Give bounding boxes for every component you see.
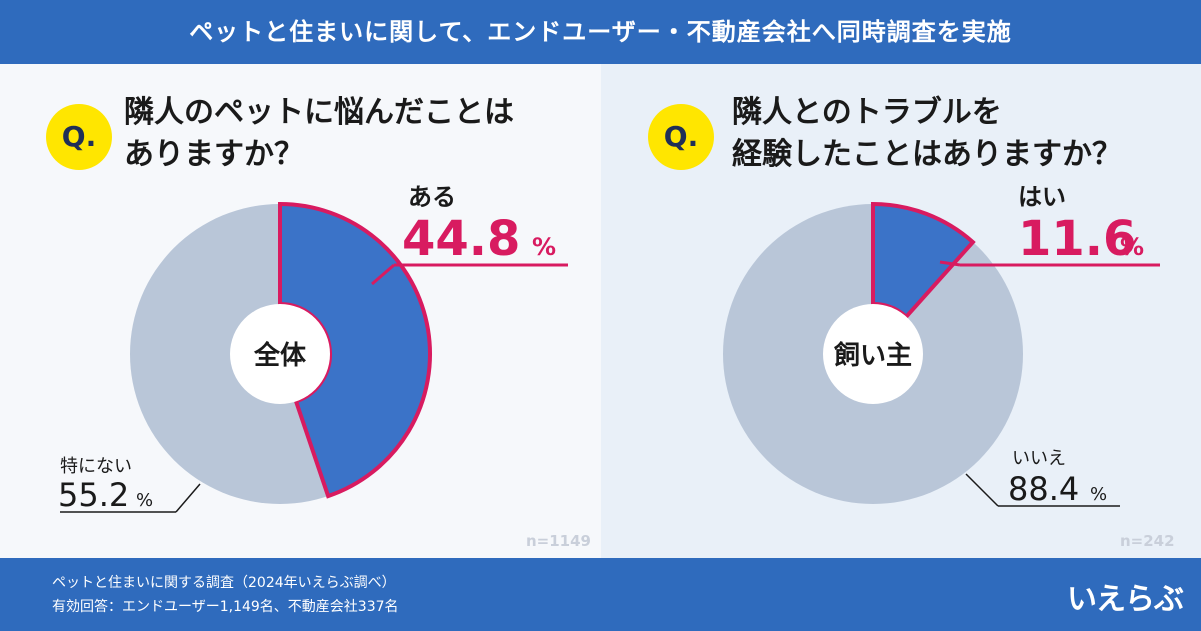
slice-unit-tokuninai: % (136, 490, 153, 511)
callout-leader-tokuninai (175, 483, 201, 513)
pie-right-center-label: 飼い主 (834, 340, 912, 371)
header-title: ペットと住まいに関して、エンドユーザー・不動産会社へ同時調査を実施 (0, 0, 1201, 64)
footer-survey-title: ペットと住まいに関する調査（2024年いえらぶ調べ） (52, 575, 396, 591)
callout-leader-hai (939, 260, 961, 267)
pie-left-center-label: 全体 (253, 340, 307, 371)
slice-value-hai: 11.6 (1018, 211, 1136, 267)
question-badge-right: Q. (648, 104, 714, 170)
ierabu-logo: いえらぶ (1067, 582, 1184, 617)
pie-chart-left: 全体 ある 44.8 % 特にない 55.2 % (58, 183, 568, 514)
question-left-line1: 隣人のペットに悩んだことは (124, 95, 514, 130)
pie-left-slice-aru (278, 201, 432, 499)
slice-unit-aru: % (532, 233, 556, 261)
callout-leader-aru (371, 263, 395, 286)
slice-value-tokuninai: 55.2 (58, 476, 129, 514)
slice-unit-iie: % (1090, 484, 1107, 505)
callout-leader-iie (965, 473, 999, 507)
slice-value-iie: 88.4 (1008, 470, 1079, 508)
question-right: 隣人とのトラブルを 経験したことはありますか？ (732, 92, 1122, 176)
footer: ペットと住まいに関する調査（2024年いえらぶ調べ） 有効回答：エンドユーザー1… (0, 558, 1201, 631)
slice-label-iie: いいえ (1012, 448, 1066, 469)
sample-size-left: n=1149 (526, 532, 591, 550)
question-right-line2: 経験したことはありますか？ (732, 137, 1122, 172)
sample-size-right: n=242 (1120, 532, 1175, 550)
question-left-line2: ありますか？ (124, 137, 304, 172)
slice-unit-hai: % (1120, 233, 1144, 261)
pie-left-hole (230, 304, 330, 404)
question-badge-left: Q. (46, 104, 112, 170)
slice-label-aru: ある (408, 183, 456, 211)
pie-right-hole (823, 304, 923, 404)
slice-label-hai: はい (1018, 183, 1066, 211)
footer-respondents: 有効回答：エンドユーザー1,149名、不動産会社337名 (52, 599, 399, 615)
pie-right-slice-hai (871, 201, 976, 320)
question-right-line1: 隣人とのトラブルを (732, 95, 1002, 130)
question-left: 隣人のペットに悩んだことは ありますか？ (124, 92, 514, 176)
slice-value-aru: 44.8 (402, 211, 520, 267)
slice-label-tokuninai: 特にない (60, 456, 132, 477)
pie-chart-right: 飼い主 はい 11.6 % いいえ 88.4 % (723, 183, 1160, 508)
